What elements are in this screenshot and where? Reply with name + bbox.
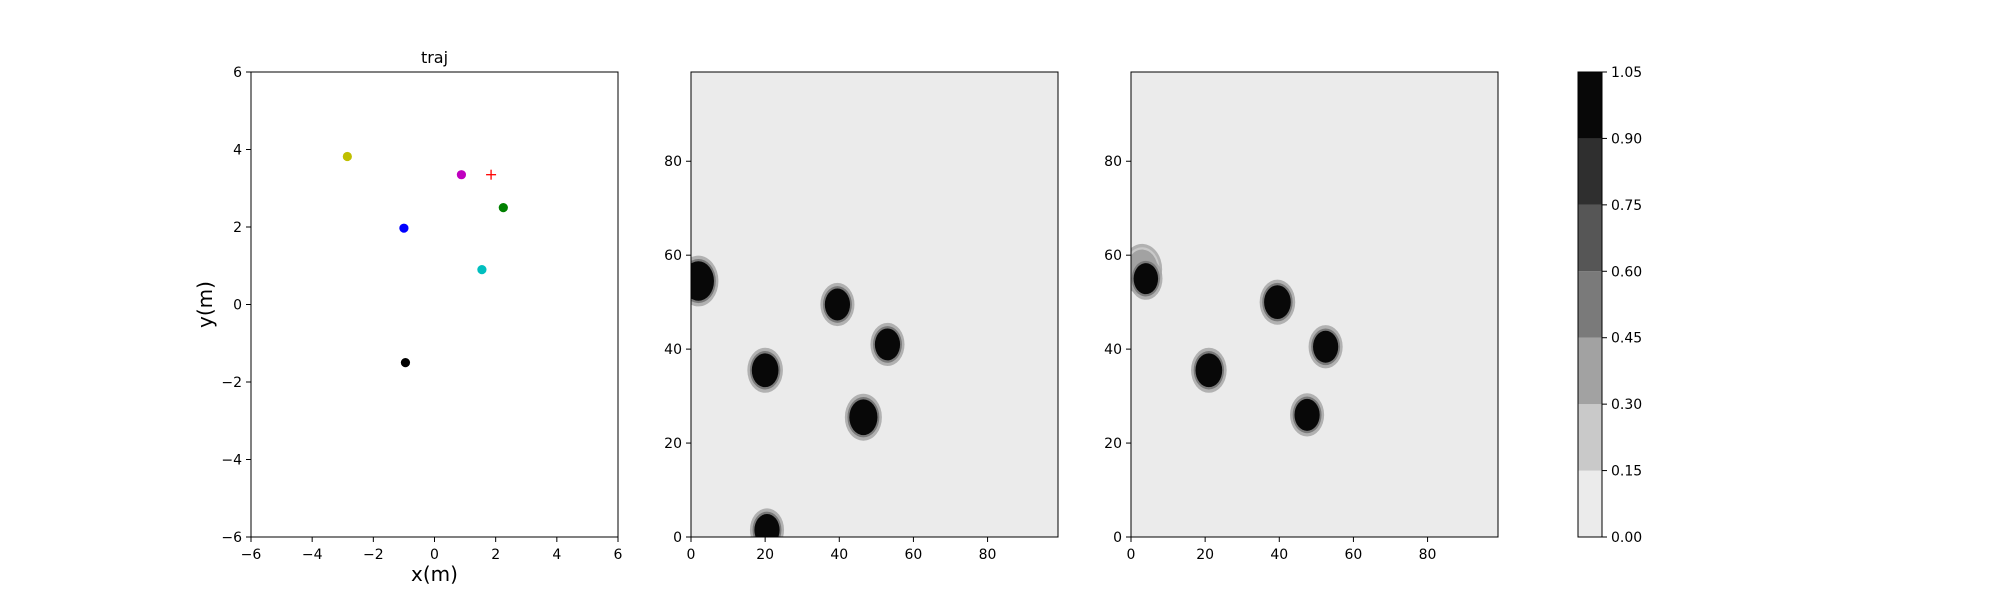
map1-obstacle-blob-4 [844, 393, 882, 441]
trajectory-scatter-panel: −6 −4 −2 0 2 4 6 −6 −4 −2 0 2 4 6 traj x(m) y(m) [193, 48, 623, 586]
map1-obstacle-blob-1 [747, 347, 783, 393]
colorbar-tick-label: 0.00 [1611, 530, 1642, 546]
traj-plot-area [251, 72, 618, 537]
colorbar-tick-label: 0.90 [1611, 131, 1642, 147]
traj-x-tick-label: −2 [363, 547, 384, 563]
traj-axes-frame [250, 71, 619, 538]
traj-goal-plus-marker [486, 169, 497, 180]
map2-x-tick-label: 0 [1127, 547, 1136, 563]
traj-point-1 [456, 170, 467, 180]
occupancy-map-panel-1: 0 20 40 60 80 0 20 40 60 80 [664, 71, 1059, 563]
colorbar-band-5 [1578, 138, 1602, 205]
traj-y-tick-label: 6 [233, 65, 242, 81]
map2-axes-frame [1130, 71, 1499, 538]
map2-obstacle-blob-1 [1131, 257, 1163, 300]
colorbar-tick-label: 0.60 [1611, 264, 1642, 280]
traj-point-5 [400, 358, 411, 368]
occupancy-map-panel-2: 0 20 40 60 80 0 20 40 60 80 [1104, 71, 1499, 563]
map2-x-tick-label: 80 [1419, 547, 1437, 563]
map1-obstacle-blob-0 [691, 255, 719, 307]
map2-obstacle-blob-4 [1308, 325, 1343, 369]
map2-obstacle-blob-5 [1290, 393, 1325, 437]
traj-y-tick-label: −6 [221, 530, 242, 546]
traj-x-tick-label: 4 [552, 547, 561, 563]
map2-y-tick-label: 20 [1104, 436, 1122, 452]
map1-x-tick-label: 60 [905, 547, 923, 563]
colorbar-band-0 [1578, 470, 1602, 537]
traj-y-tick-label: 4 [233, 143, 242, 159]
traj-x-tick-label: 6 [614, 547, 623, 563]
traj-x-tick-label: 0 [430, 547, 439, 563]
traj-y-axis-label: y(m) [193, 281, 217, 328]
traj-x-tick-label: 2 [491, 547, 500, 563]
colorbar-band-6 [1578, 72, 1602, 139]
traj-point-3 [399, 223, 409, 233]
colorbar-band-4 [1578, 204, 1602, 272]
traj-x-tick-label: −4 [302, 547, 323, 563]
map2-obstacle-blob-2 [1191, 347, 1227, 393]
map2-y-tick-label: 0 [1113, 530, 1122, 546]
traj-y-tick-label: 2 [233, 220, 242, 236]
colorbar-band-3 [1578, 271, 1602, 338]
map1-y-tick-label: 20 [664, 436, 682, 452]
map1-x-tick-label: 80 [979, 547, 997, 563]
map1-axes-frame [690, 71, 1059, 538]
traj-y-tick-label: −2 [221, 375, 242, 391]
map2-heatmap-background [1131, 72, 1498, 537]
map2-y-tick-label: 60 [1104, 248, 1122, 264]
map2-x-tick-label: 20 [1196, 547, 1214, 563]
traj-point-4 [477, 265, 487, 275]
map1-x-tick-label: 0 [687, 547, 696, 563]
traj-title: traj [421, 48, 448, 67]
traj-y-tick-label: −4 [221, 453, 242, 469]
map2-y-tick-label: 80 [1104, 154, 1122, 170]
map2-x-tick-label: 60 [1345, 547, 1363, 563]
map2-y-tick-label: 40 [1104, 342, 1122, 358]
colorbar-tick-label: 1.05 [1611, 65, 1642, 81]
traj-x-axis-label: x(m) [411, 562, 458, 586]
colorbar-tick-label: 0.75 [1611, 198, 1642, 214]
map2-obstacle-blob-3 [1259, 279, 1296, 325]
map2-x-tick-label: 40 [1270, 547, 1288, 563]
colorbar-tick-label: 0.30 [1611, 397, 1642, 413]
map1-obstacle-blob-2 [820, 282, 855, 327]
colorbar-band-1 [1578, 404, 1602, 471]
colorbar-frame [1577, 71, 1603, 538]
colorbar: 0.00 0.15 0.30 0.45 0.60 0.75 0.90 1.05 [1577, 65, 1642, 546]
map1-x-tick-label: 40 [830, 547, 848, 563]
map1-x-tick-label: 20 [756, 547, 774, 563]
colorbar-tick-label: 0.45 [1611, 331, 1642, 347]
traj-point-2 [498, 203, 508, 213]
colorbar-tick-label: 0.15 [1611, 464, 1642, 480]
map1-obstacle-blob-3 [870, 322, 905, 367]
traj-point-0 [342, 151, 352, 162]
map1-y-tick-label: 40 [664, 342, 682, 358]
traj-y-tick-label: 0 [233, 298, 242, 314]
colorbar-band-2 [1578, 337, 1602, 405]
traj-x-tick-label: −6 [241, 547, 262, 563]
map1-y-tick-label: 80 [664, 154, 682, 170]
map1-heatmap-background [691, 72, 1058, 537]
map1-y-tick-label: 0 [673, 530, 682, 546]
map1-obstacle-blob-5 [749, 508, 785, 537]
map1-y-tick-label: 60 [664, 248, 682, 264]
